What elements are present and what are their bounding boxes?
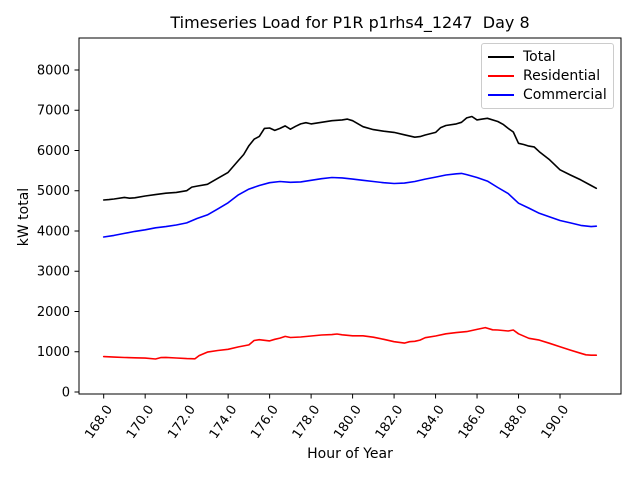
plot-frame xyxy=(78,37,622,395)
legend-entry-residential: Residential xyxy=(488,69,607,83)
y-axis-label: kW total xyxy=(16,187,32,247)
x-tick-label: 186.0 xyxy=(456,403,490,442)
commercial-line-swatch xyxy=(488,94,514,97)
y-tick-label: 7000 xyxy=(37,104,70,119)
x-tick-label: 174.0 xyxy=(207,403,241,442)
y-tick-label: 3000 xyxy=(37,265,70,280)
x-tick-label: 168.0 xyxy=(82,403,116,442)
legend-label-commercial: Commercial xyxy=(523,87,607,104)
total-line-swatch xyxy=(488,55,514,58)
y-tick-label: 4000 xyxy=(37,224,70,239)
x-tick-label: 176.0 xyxy=(248,403,282,442)
y-tick-label: 2000 xyxy=(37,305,70,320)
series-line-residential xyxy=(102,326,598,360)
chart-title: Timeseries Load for P1R p1rhs4_1247 Day … xyxy=(170,13,530,32)
series-line-commercial xyxy=(102,172,598,238)
series-lines xyxy=(102,115,598,360)
x-tick-label: 190.0 xyxy=(539,403,573,442)
y-tick-label: 6000 xyxy=(37,144,70,159)
legend-entry-commercial: Commercial xyxy=(488,88,607,102)
y-tick-label: 5000 xyxy=(37,184,70,199)
legend-label-total: Total xyxy=(523,48,556,65)
legend-label-residential: Residential xyxy=(523,67,601,84)
series-line-total xyxy=(102,115,598,201)
x-tick-label: 172.0 xyxy=(165,403,199,442)
x-tick-label: 184.0 xyxy=(414,403,448,442)
y-tick-label: 1000 xyxy=(37,345,70,360)
x-tick-label: 180.0 xyxy=(331,403,365,442)
x-tick-label: 182.0 xyxy=(373,403,407,442)
legend-entry-total: Total xyxy=(488,50,607,64)
legend: Total Residential Commercial xyxy=(481,43,614,109)
x-tick-label: 188.0 xyxy=(497,403,531,442)
y-tick-label: 0 xyxy=(62,385,70,400)
x-tick-label: 178.0 xyxy=(290,403,324,442)
x-tick-label: 170.0 xyxy=(124,403,158,442)
y-tick-label: 8000 xyxy=(37,63,70,78)
residential-line-swatch xyxy=(488,74,514,77)
x-axis-label: Hour of Year xyxy=(307,446,393,462)
